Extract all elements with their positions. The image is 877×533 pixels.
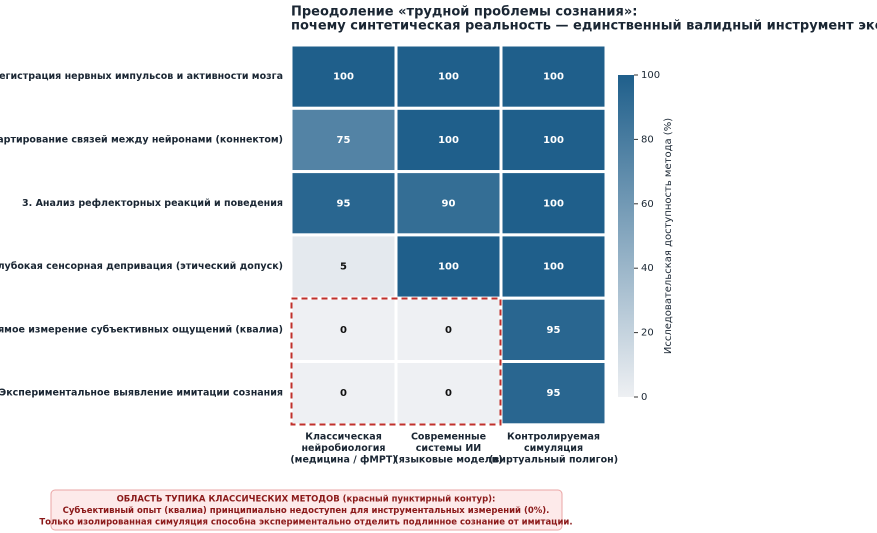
cell-value: 0 [445,388,452,399]
row-label: 5. Прямое измерение субъективных ощущени… [0,324,283,335]
column-label: Контролируемая [507,432,600,443]
annotation-text: Субъективный опыт (квалиа) принципиально… [63,505,550,516]
annotation-box [50,489,563,531]
cell-value: 100 [438,135,459,146]
row-label: 4. Глубокая сенсорная депривация (этичес… [0,261,283,272]
colorbar-tick-label: 60 [641,199,654,210]
column-label: нейробиология [301,443,385,454]
chart-title: почему синтетическая реальность — единст… [291,19,877,34]
row-label: 3. Анализ рефлекторных реакций и поведен… [22,198,283,209]
column-label: (языковые модели) [394,455,502,466]
cell-value: 0 [340,388,347,399]
heatmap-cell [499,233,608,300]
colorbar-tick-label: 80 [641,134,654,145]
cell-value: 100 [438,72,459,83]
colorbar-tick-label: 100 [641,70,660,81]
cell-value: 95 [547,388,561,399]
column-label: Современные [411,432,486,443]
cell-value: 0 [340,325,347,336]
column-label: симуляция [524,443,583,454]
cell-value: 5 [340,262,347,273]
row-label: 1. Регистрация нервных импульсов и актив… [0,71,283,82]
heatmap-cell [499,106,608,174]
cell-value: 90 [442,198,456,209]
heatmap-cell [394,170,503,237]
cell-value: 100 [543,135,564,146]
heatmap-cell [394,360,503,427]
cell-value: 100 [543,262,564,273]
heatmap-cell [289,233,398,300]
cell-value: 100 [333,72,354,83]
colorbar-label: Исследовательская доступность метода (%) [663,118,674,354]
cell-value: 100 [543,72,564,83]
chart-title: Преодоление «трудной проблемы сознания»: [291,5,637,20]
cell-value: 0 [445,325,452,336]
heatmap-cell [394,296,503,364]
colorbar [618,75,634,397]
annotation-text: Только изолированная симуляция способна … [39,517,572,528]
column-label: (медицина / фМРТ) [290,455,396,466]
colorbar-tick-label: 0 [641,392,647,403]
cell-value: 75 [337,135,351,146]
cell-value: 100 [543,198,564,209]
cell-value: 100 [438,262,459,273]
row-label: 2. Картирование связей между нейронами (… [0,134,283,145]
colorbar-tick-label: 20 [641,328,654,339]
cell-value: 95 [547,325,561,336]
column-label: Классическая [305,432,382,443]
row-label: 6. Экспериментальное выявление имитации … [0,388,283,399]
highlight-box [290,297,502,426]
column-label: (виртуальный полигон) [489,455,618,466]
colorbar-tick-label: 40 [641,263,654,274]
cell-value: 95 [337,198,351,209]
column-label: системы ИИ [416,443,481,454]
annotation-text: ОБЛАСТЬ ТУПИКА КЛАССИЧЕСКИХ МЕТОДОВ (кра… [117,495,496,505]
